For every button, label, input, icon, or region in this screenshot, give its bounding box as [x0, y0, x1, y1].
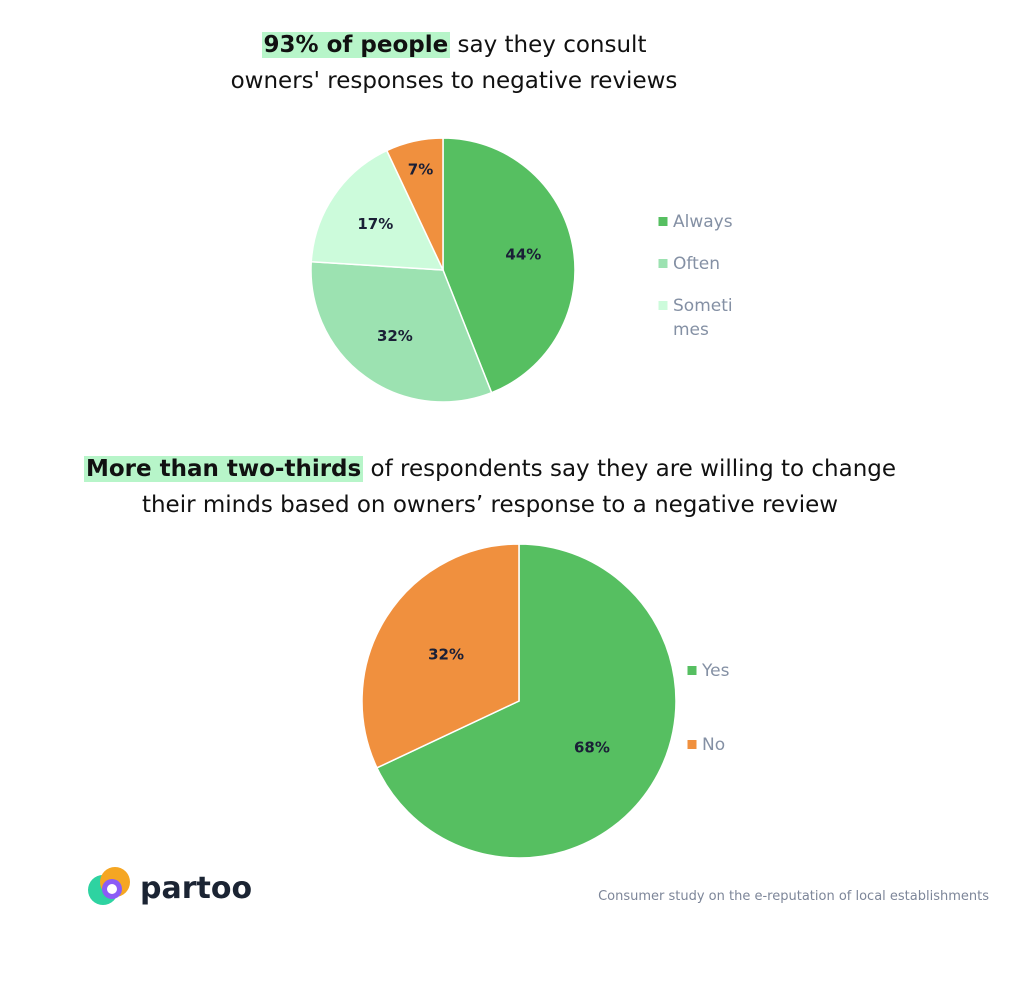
legend-swatch-no	[687, 740, 697, 749]
slice-label-other: 7%	[408, 161, 433, 179]
legend-label-sometimes: Someti	[673, 296, 733, 316]
legend-label-always: Always	[673, 212, 733, 232]
chart2-title-rest-2: their minds based on owners’ response to…	[141, 492, 839, 518]
pie-slice-yes	[375, 543, 677, 859]
chart2-title-highlight: More than two-thirds	[83, 456, 364, 482]
slice-label-often: 32%	[377, 327, 413, 345]
slice-label-always: 44%	[505, 246, 541, 264]
chart1-title-rest-1: say they consult	[457, 32, 647, 58]
chart2-title: More than two-thirds of respondents say …	[0, 451, 1002, 523]
pie-chart-1: 44% 32% 17% 7% Always Often Someti mes	[310, 137, 733, 403]
legend-swatch-always	[658, 217, 668, 226]
legend-label-yes: Yes	[701, 661, 730, 681]
slice-label-no: 32%	[428, 646, 464, 664]
pie-slice-sometimes	[310, 149, 445, 271]
pie-slice-other	[385, 137, 444, 271]
chart2-title-rest-1: of respondents say they are willing to c…	[370, 456, 897, 482]
pie-slice-often	[310, 260, 493, 403]
legend-swatch-often	[658, 259, 668, 268]
slice-label-sometimes: 17%	[357, 215, 393, 233]
pie-chart-2: 68% 32% Yes No	[361, 543, 730, 859]
partoo-logo-text: partoo	[140, 870, 253, 906]
partoo-logo-mark	[88, 865, 134, 911]
chart1-title-highlight: 93% of people	[261, 32, 451, 58]
slice-label-yes: 68%	[574, 738, 610, 756]
chart1-title: 93% of people say they consult owners' r…	[0, 27, 966, 99]
legend-label-sometimes: mes	[673, 320, 709, 340]
legend-label-often: Often	[673, 254, 720, 274]
pie-slice-no	[361, 543, 520, 769]
partoo-logo: partoo	[88, 864, 252, 912]
legend-label-no: No	[702, 735, 725, 755]
pie-slice-always	[442, 137, 576, 394]
legend-swatch-yes	[687, 666, 697, 675]
legend-swatch-sometimes	[658, 301, 668, 310]
chart1-title-rest-2: owners' responses to negative reviews	[230, 68, 678, 94]
footnote: Consumer study on the e-reputation of lo…	[598, 889, 989, 904]
